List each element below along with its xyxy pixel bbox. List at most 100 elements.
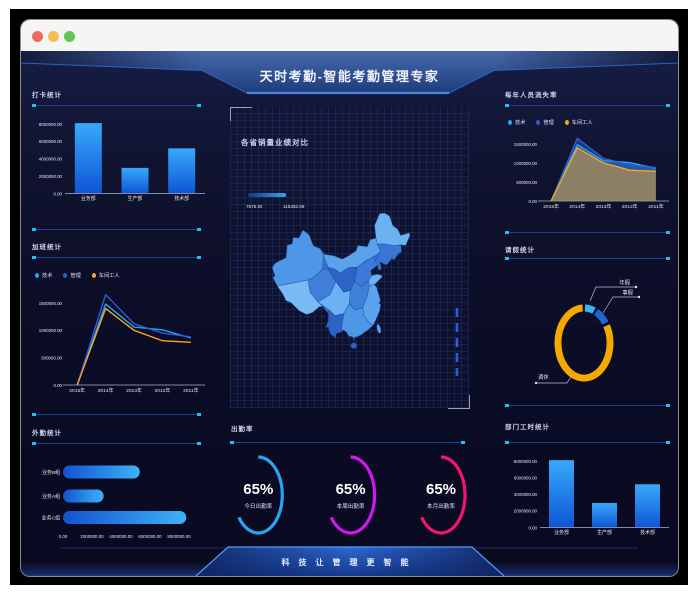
panel-title-turnover: 每年人员流失率 [505,92,558,99]
panel-title-punch-stats: 打卡统计 [32,92,62,99]
series-line [550,137,656,202]
divider [32,228,201,231]
series-area [551,147,656,201]
panel-title-dept-hours: 部门工时统计 [505,424,550,431]
divider [32,413,201,416]
series-line [550,147,656,202]
attendance-gauges[interactable]: 65% 今日出勤率 65% 本周出勤率 65% 本月出勤率 [226,447,476,557]
zoom-button[interactable] [64,31,75,42]
series-line [76,307,191,386]
pie-slice [584,304,596,314]
browser-window: 天时考勤-智能考勤管理专家 打卡统计 0.00 2000000.00 4000000… [20,19,679,577]
g-shape [272,212,411,349]
category-label: 生产部 [128,195,143,202]
tick-label: 6000000.00 [514,475,538,480]
tick-label: 0.00 [53,191,62,196]
category-label: 业务部 [81,195,96,202]
slice-label: 事假 [622,289,633,297]
gauge-value: 65% [426,481,456,498]
legend-dot [536,120,541,125]
province-shape[interactable] [374,212,411,247]
legend-label: 车间工人 [98,273,120,279]
divider [505,441,670,444]
tick-label: 0.00 [528,525,537,530]
tick-label: 4000000.00 [109,534,133,539]
legend-dot [508,120,512,125]
tick-label: 8000000.00 [167,534,191,539]
bar [63,489,104,503]
tick-label: 0.00 [59,534,68,539]
bar [63,511,187,524]
category-label: 生产部 [597,529,612,536]
legend-item[interactable]: 车间工人 [91,272,120,279]
leader-line [536,374,573,384]
leader-dot [634,285,638,289]
window-titlebar [21,20,678,52]
legend-item[interactable]: 技术 [508,119,525,126]
dept-hours-chart[interactable]: 0.00 2000000.00 4000000.00 6000000.00 800000… [496,451,676,546]
header-banner [21,51,678,95]
legend-dot [63,273,68,278]
china-map[interactable] [272,212,411,349]
province-shape[interactable] [341,303,374,338]
category-label: 2013年 [596,203,612,210]
gauge-label: 今日出勤率 [244,502,272,510]
polyline-shape [195,546,505,576]
category-label: 技术部 [640,529,655,536]
overtime-legend: 技术 管理 车间工人 [35,272,120,279]
tick-label: 4000000.00 [39,157,63,162]
divider [505,404,670,407]
bar [168,148,196,194]
tick-label: 1500000.00 [39,301,63,306]
category-label: 技术部 [174,195,189,202]
overtime-stats-chart[interactable]: 0.00 500000.00 1000000.00 1500000.00 2015年 20… [21,283,221,398]
category-label: 业务部 [554,529,569,536]
dashboard: 天时考勤-智能考勤管理专家 打卡统计 0.00 2000000.00 4000000… [21,51,678,576]
chart-text: 业务B组 [42,469,60,476]
category-label: 2014年 [98,387,114,394]
legend-dot [35,273,39,278]
pie-slice [593,309,609,325]
close-button[interactable] [32,31,43,42]
leader-dot [534,381,538,385]
map-scale-max: 115332.89 [283,204,305,209]
legend-item[interactable]: 车间工人 [564,119,593,126]
panel-title-overtime-stats: 加班统计 [32,244,62,251]
tick-label: 6000000.00 [39,139,63,144]
turnover-chart[interactable]: 0.00 500000.00 1000000.00 1500000.00 2015年 20… [501,129,679,224]
divider [32,104,201,107]
legend-item[interactable]: 管理 [63,272,81,279]
province-shape[interactable] [374,243,402,271]
punch-stats-chart[interactable]: 0.00 2000000.00 4000000.00 6000000.00 800000… [21,109,221,214]
province-shape[interactable] [376,324,382,334]
chart-text: 业务C组 [42,515,60,522]
category-label: 2012年 [622,203,638,210]
category-label: 2015年 [543,203,559,210]
polyline-shape [448,62,678,94]
map-dashed-marker [455,308,459,376]
footer-slogan: 科技让管理更智能 [281,558,418,567]
divider [32,256,201,259]
legend-item[interactable]: 管理 [536,119,554,126]
legend-label: 管理 [543,120,554,126]
tick-label: 1000000.00 [514,161,538,166]
gauge-value: 65% [336,481,366,498]
tick-label: 500000.00 [516,180,537,185]
slice-label: 调休 [538,373,549,381]
bar [74,123,102,194]
bar [635,484,660,528]
category-label: 2014年 [569,203,585,210]
category-label: 2011年 [648,203,664,210]
gauge-arc [329,455,377,535]
series-line [76,303,191,386]
province-shape[interactable] [350,342,358,349]
tick-label: 6000000.00 [138,534,162,539]
bar [121,167,149,194]
panel-title-attendance-rate: 出勤率 [231,426,254,433]
minimize-button[interactable] [48,31,59,42]
tick-label: 2000000.00 [514,509,538,514]
legend-item[interactable]: 技术 [35,272,52,279]
series-line [76,294,191,386]
